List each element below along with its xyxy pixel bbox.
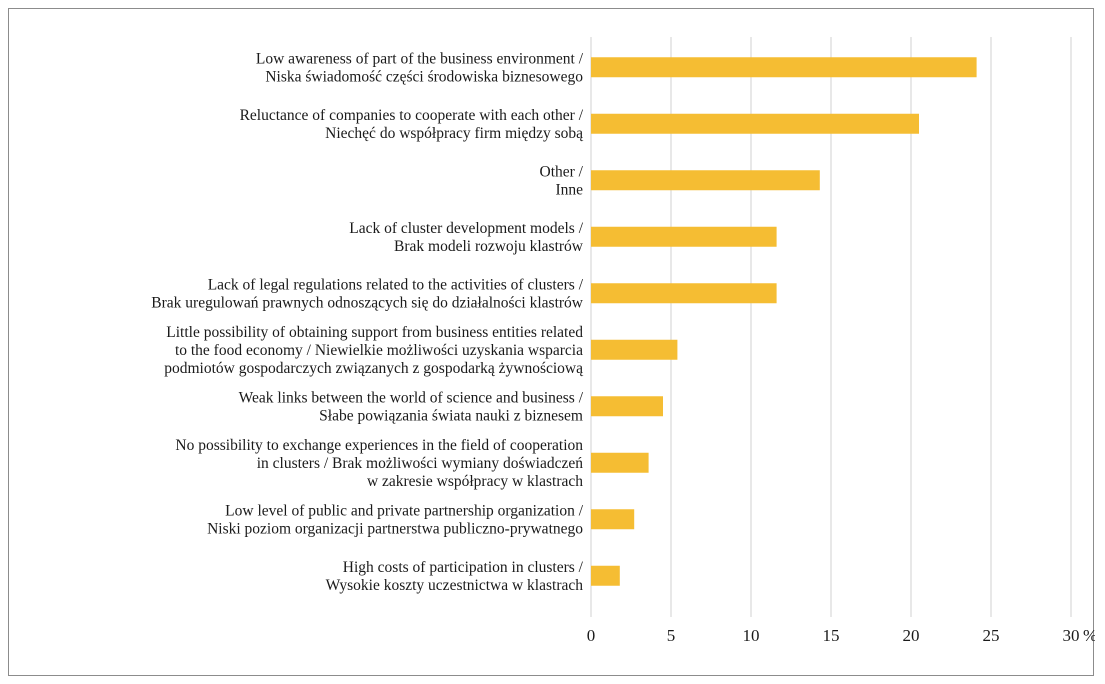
category-label-line: Low awareness of part of the business en… [256,50,584,67]
bar [591,565,620,586]
category-label-line: Lack of cluster development models / [349,220,583,237]
category-label-line: in clusters / Brak możliwości wymiany do… [257,455,584,472]
category-label: Low level of public and private partners… [207,502,584,537]
category-label: Low awareness of part of the business en… [256,50,584,85]
category-label: Little possibility of obtaining support … [164,324,584,377]
bar [591,170,820,191]
bar [591,339,678,360]
category-label-line: Słabe powiązania świata nauki z biznesem [319,407,583,424]
category-label: High costs of participation in clusters … [326,559,584,594]
category-label-line: Niska świadomość części środowiska bizne… [265,68,583,85]
category-label-line: Other / [540,163,584,180]
category-label: Other / Inne [540,163,584,198]
x-tick-label: 5 [667,626,676,645]
x-tick-label: 30 [1063,626,1080,645]
bar-chart: Low awareness of part of the business en… [151,37,1095,645]
category-labels: Low awareness of part of the business en… [151,50,584,594]
category-label-line: Lack of legal regulations related to the… [208,276,584,293]
bar [591,226,777,247]
x-tick-label: 20 [903,626,920,645]
category-label-line: Wysokie koszty uczestnictwa w klastrach [326,577,584,594]
category-label-line: Low level of public and private partners… [225,502,584,519]
category-label: No possibility to exchange experiences i… [175,437,583,490]
chart-frame: Low awareness of part of the business en… [8,8,1095,676]
bar [591,283,777,304]
category-label-line: w zakresie współpracy w klastrach [367,473,583,490]
category-label: Lack of legal regulations related to the… [151,276,584,311]
category-label-line: Reluctance of companies to cooperate wit… [240,107,584,124]
category-label-line: podmiotów gospodarczych związanych z gos… [164,360,584,377]
x-axis-unit-label: % [1083,626,1095,645]
x-tick-label: 15 [823,626,840,645]
category-label: Lack of cluster development models / Brak… [349,220,584,255]
category-label-line: Little possibility of obtaining support … [166,324,583,341]
x-tick-label: 10 [743,626,760,645]
category-label: Reluctance of companies to cooperate wit… [240,107,585,142]
category-label-line: Niechęć do współpracy firm między sobą [325,125,584,142]
category-label-line: Brak uregulowań prawnych odnoszących się… [151,294,584,311]
bar [591,57,977,78]
category-label-line: Inne [555,181,583,198]
category-label-line: Brak modeli rozwoju klastrów [394,238,584,255]
category-label-line: High costs of participation in clusters … [343,559,584,576]
category-label-line: No possibility to exchange experiences i… [175,437,583,454]
bar [591,452,649,473]
x-tick-label: 25 [983,626,1000,645]
category-label-line: Weak links between the world of science … [239,389,584,406]
bars [591,57,977,586]
x-tick-label: 0 [587,626,596,645]
bar [591,509,635,530]
category-label: Weak links between the world of science … [239,389,584,424]
x-axis-ticks: 0 5 10 15 20 25 30% [587,626,1095,645]
category-label-line: to the food economy / Niewielkie możliwo… [175,342,583,359]
bar [591,396,663,417]
category-label-line: Niski poziom organizacji partnerstwa pub… [207,520,583,537]
bar [591,113,919,134]
